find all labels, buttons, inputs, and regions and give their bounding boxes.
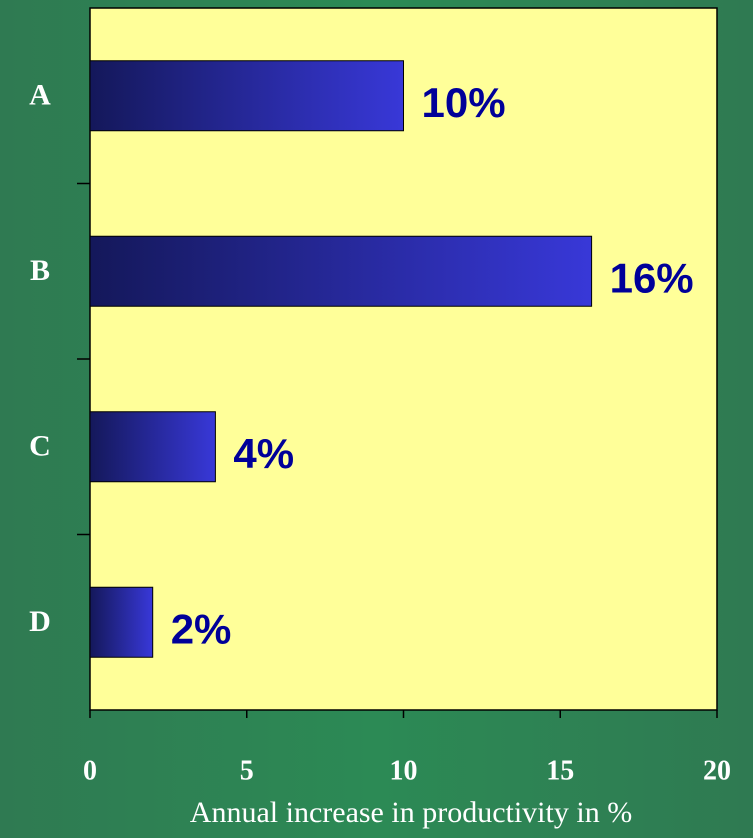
- x-axis-label: Annual increase in productivity in %: [190, 796, 632, 829]
- bar: [89, 60, 404, 132]
- y-tick-label: C: [29, 430, 51, 463]
- value-label: 10%: [422, 79, 506, 126]
- y-tick-label: D: [29, 605, 51, 638]
- value-label: 4%: [233, 430, 294, 477]
- y-tick-label: B: [30, 254, 50, 287]
- bar: [89, 586, 154, 658]
- bar: [89, 235, 593, 307]
- x-tick-label: 10: [390, 755, 418, 786]
- x-tick-label: 5: [240, 755, 254, 786]
- x-tick-label: 15: [546, 755, 574, 786]
- value-label: 2%: [171, 605, 232, 652]
- x-tick-label: 20: [703, 755, 731, 786]
- value-label: 16%: [610, 254, 694, 301]
- y-tick-label: A: [29, 79, 51, 112]
- x-tick-label: 0: [83, 755, 97, 786]
- bar: [89, 411, 216, 483]
